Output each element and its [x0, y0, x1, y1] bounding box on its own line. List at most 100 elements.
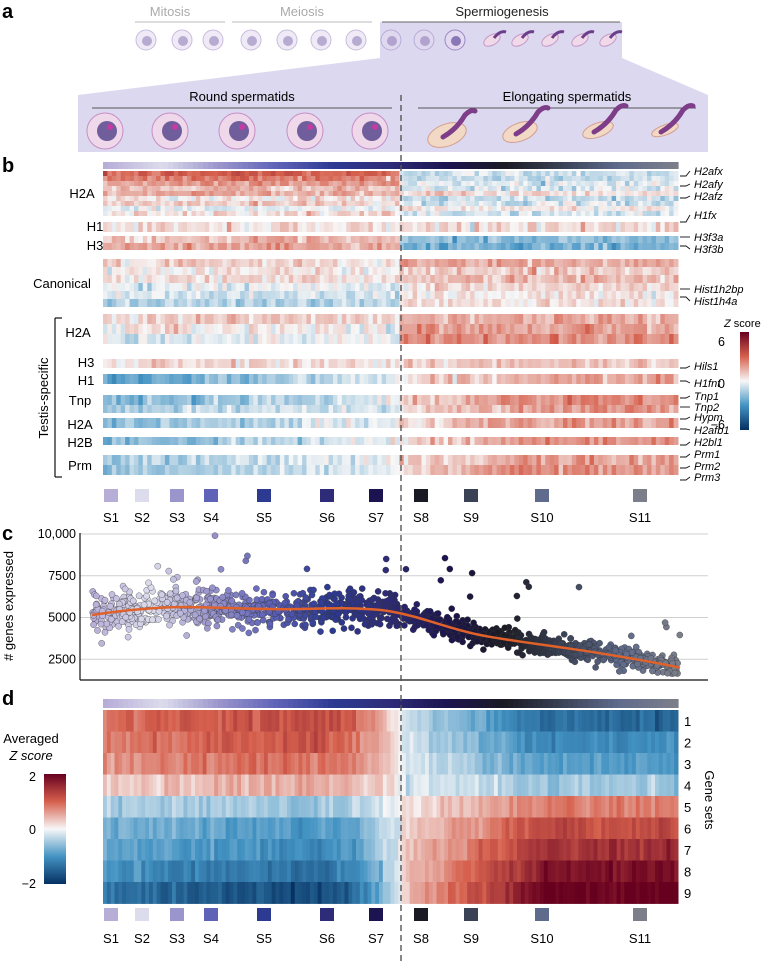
heatmap-cell: [200, 374, 206, 384]
heatmap-cell: [412, 181, 418, 186]
heatmap-cell: [173, 259, 179, 267]
heatmap-cell: [611, 418, 617, 428]
heatmap-cell: [647, 267, 652, 275]
group-label: H1: [87, 219, 104, 234]
heatmap-cell: [355, 437, 361, 445]
heatmap-cell: [629, 206, 635, 211]
heatmap-cell: [647, 171, 652, 176]
heatmap-cell: [496, 176, 502, 181]
heatmap-cell: [262, 191, 268, 196]
heatmap-cell: [359, 437, 365, 445]
heatmap-cell: [350, 191, 356, 196]
heatmap-cell: [187, 259, 192, 267]
heatmap-cell: [324, 334, 330, 344]
heatmap-cell: [394, 201, 400, 206]
heatmap-cell: [279, 191, 285, 196]
heatmap-cell: [412, 395, 418, 405]
heatmap-cell: [514, 196, 520, 201]
heatmap-cell: [390, 405, 396, 413]
heatmap-cell: [558, 236, 564, 243]
heatmap-cell: [359, 374, 365, 384]
heatmap-cell: [554, 206, 560, 211]
heatmap-cell: [669, 267, 675, 275]
heatmap-cell: [633, 418, 639, 428]
heatmap-cell: [523, 359, 529, 368]
heatmap-cell: [408, 455, 414, 465]
heatmap-cell: [346, 196, 352, 201]
heatmap-cell: [563, 395, 568, 405]
heatmap-cell: [346, 437, 352, 445]
heatmap-cell: [333, 291, 338, 299]
heatmap-cell: [664, 324, 670, 334]
heatmap-cell: [381, 395, 387, 405]
heatmap-cell: [567, 186, 573, 191]
heatmap-cell: [381, 191, 387, 196]
heatmap-cell: [518, 374, 524, 384]
heatmap-cell: [549, 259, 555, 267]
heatmap-cell: [271, 222, 276, 232]
heatmap-cell: [133, 186, 139, 191]
heatmap-cell: [448, 291, 453, 299]
gene-connector: [680, 441, 691, 446]
heatmap-cell: [655, 201, 661, 206]
heatmap-cell: [381, 186, 387, 191]
heatmap-cell: [333, 283, 338, 291]
heatmap-cell: [505, 181, 511, 186]
heatmap-cell: [284, 465, 290, 475]
heatmap-cell: [310, 455, 316, 465]
heatmap-cell: [647, 259, 652, 267]
heatmap-cell: [271, 196, 276, 201]
group-label: Canonical: [33, 276, 91, 291]
heatmap-cell: [523, 455, 529, 465]
heatmap-cell: [350, 176, 356, 181]
heatmap-cell: [116, 176, 122, 181]
heatmap-cell: [607, 291, 613, 299]
heatmap-cell: [107, 374, 113, 384]
heatmap-cell: [359, 171, 365, 176]
heatmap-cell: [315, 374, 321, 384]
heatmap-cell: [302, 395, 307, 405]
heatmap-cell: [496, 206, 502, 211]
heatmap-cell: [505, 176, 511, 181]
heatmap-cell: [120, 359, 126, 368]
heatmap-cell: [518, 267, 524, 275]
heatmap-cell: [501, 181, 506, 186]
heatmap-cell: [248, 418, 254, 428]
heatmap-cell: [103, 374, 108, 384]
heatmap-cell: [337, 314, 343, 324]
heatmap-cell: [465, 291, 471, 299]
heatmap-cell: [633, 267, 639, 275]
heatmap-cell: [492, 437, 498, 445]
heatmap-cell: [209, 181, 215, 186]
heatmap-cell: [501, 374, 506, 384]
heatmap-cell: [138, 334, 144, 344]
heatmap-cell: [169, 267, 175, 275]
heatmap-cell: [514, 395, 520, 405]
cell-icon: [571, 30, 595, 47]
heatmap-cell: [346, 186, 352, 191]
heatmap-cell: [138, 181, 144, 186]
heatmap-cell: [226, 465, 232, 475]
heatmap-cell: [125, 186, 131, 191]
heatmap-cell: [386, 291, 391, 299]
heatmap-cell: [576, 201, 582, 206]
gene-connector: [680, 214, 691, 223]
heatmap-cell: [536, 259, 542, 267]
heatmap-cell: [200, 324, 206, 334]
heatmap-cell: [111, 405, 117, 413]
heatmap-cell: [235, 243, 241, 250]
heatmap-cell: [235, 191, 241, 196]
heatmap-cell: [111, 314, 117, 324]
heatmap-cell: [386, 206, 391, 211]
heatmap-cell: [558, 186, 564, 191]
heatmap-cell: [333, 186, 338, 191]
heatmap-cell: [394, 418, 400, 428]
heatmap-cell: [633, 314, 639, 324]
heatmap-cell: [620, 314, 626, 324]
heatmap-cell: [598, 236, 604, 243]
heatmap-cell: [279, 259, 285, 267]
heatmap-cell: [103, 359, 108, 368]
heatmap-cell: [187, 374, 192, 384]
heatmap-cell: [200, 299, 206, 307]
heatmap-cell: [509, 334, 515, 344]
